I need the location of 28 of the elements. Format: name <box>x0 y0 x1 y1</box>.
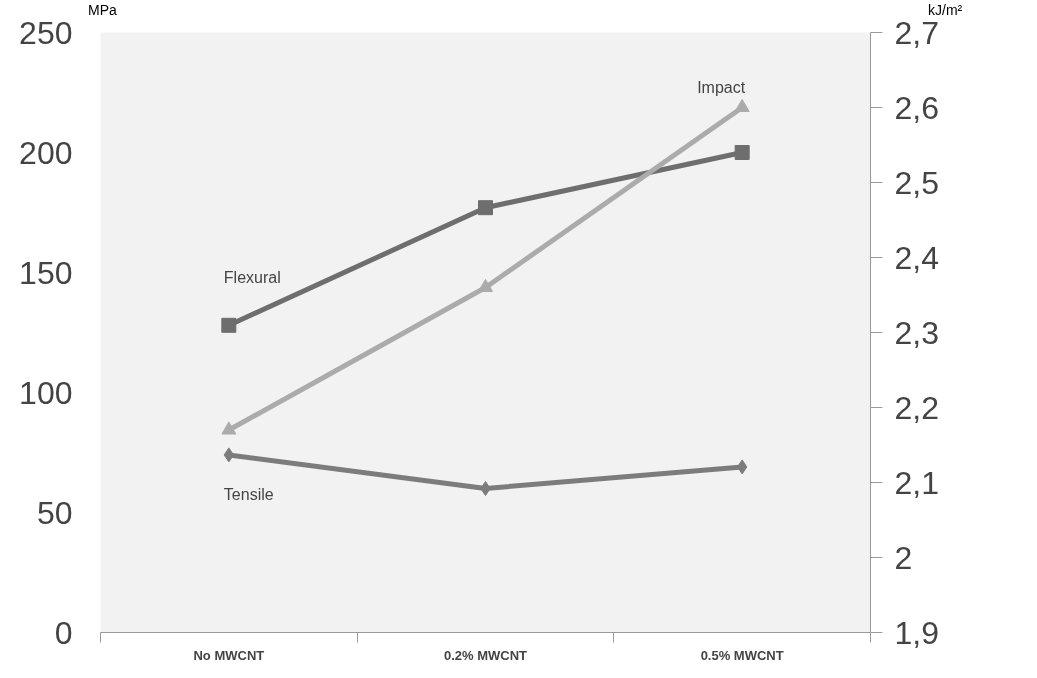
y2-tick-label: 2 <box>894 539 913 576</box>
point <box>221 421 237 435</box>
y-tick-label: 50 <box>36 494 73 531</box>
series-label: Impact <box>697 79 746 96</box>
point <box>734 98 750 113</box>
point <box>734 145 750 160</box>
y-axis-title: MPa <box>88 1 117 20</box>
y-tick-label: 250 <box>19 14 73 51</box>
y-tick-label: 200 <box>19 134 73 171</box>
y2-tick-label: 2,2 <box>894 389 939 426</box>
x-tick-label: 0.5% MWCNT <box>700 647 784 663</box>
y2-tick-label: 2,3 <box>894 314 939 351</box>
point <box>478 278 493 293</box>
y2-tick-label: 2,4 <box>894 239 939 276</box>
series-label: Flexural <box>223 268 281 286</box>
y-tick-label: 150 <box>19 254 73 291</box>
y2-tick-label: 2,1 <box>894 464 939 501</box>
point <box>478 200 493 216</box>
point <box>480 481 491 496</box>
y2-tick-label: 2,5 <box>894 164 939 201</box>
series-label: Tensile <box>223 486 274 504</box>
point <box>221 317 237 333</box>
y-tick-label: 100 <box>19 374 73 411</box>
y2-tick-label: 2,6 <box>894 89 939 126</box>
x-tick-label: 0.2% MWCNT <box>443 647 528 663</box>
x-tick-label: No MWCNT <box>193 647 265 663</box>
y-tick-label: 0 <box>54 614 73 651</box>
y2-tick-label: 1,9 <box>894 614 939 651</box>
